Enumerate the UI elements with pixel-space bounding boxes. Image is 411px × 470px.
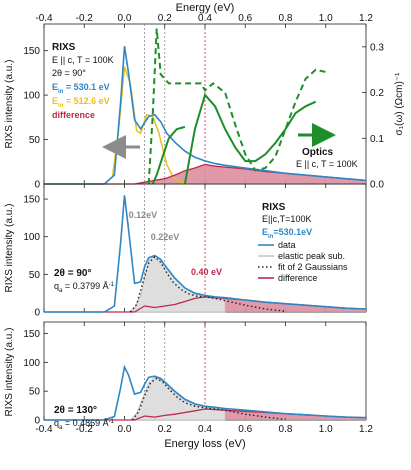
y-tick-label: 100 — [23, 232, 40, 243]
legend2-ein: Ein=530.1eV — [262, 227, 312, 240]
legend2-item-2: fit of 2 Gaussians — [278, 262, 348, 272]
angle-label: 2θ = 130° — [54, 405, 97, 416]
right-tick-label: 0.2 — [370, 88, 384, 99]
legend2-title: RIXS — [262, 202, 286, 213]
legend-ein2: Ein = 512.6 eV — [52, 96, 110, 109]
legend-title: RIXS — [52, 42, 76, 53]
optics-line: E || c, T = 100K — [296, 159, 358, 169]
annotation-022: 0.22eV — [151, 232, 180, 242]
y-tick-label: 100 — [23, 358, 40, 369]
legend2-item-3: difference — [278, 273, 317, 283]
data-line — [44, 46, 367, 185]
y-tick-label: 50 — [29, 135, 41, 146]
y-tick-label: 0 — [34, 180, 40, 191]
fit-line — [129, 256, 286, 313]
legend2-item-0: data — [278, 240, 296, 250]
right-tick-label: 0.0 — [370, 180, 384, 191]
top-tick-label: 1.0 — [319, 13, 333, 24]
difference-fill — [44, 164, 366, 184]
y-axis-label-bottom: RIXS intensity (a.u.) — [4, 328, 15, 417]
y-axis-label-middle: RIXS intensity (a.u.) — [4, 204, 15, 293]
top-tick-label: 0.0 — [118, 13, 132, 24]
q-label: qa = 0.3799 Å-1 — [54, 281, 115, 294]
panel-bottom: 0 50 100 150 2θ = 130° qa = 0.4869 Å-1-0.4 -0.… — [23, 321, 373, 450]
top-tick-label: -0.4 — [35, 13, 53, 24]
optics-dashed-line — [147, 28, 326, 185]
x-tick-label: 0.0 — [118, 424, 132, 435]
optics-title: Optics — [302, 147, 334, 158]
data-line — [44, 364, 367, 421]
x-tick-label: -0.4 — [35, 424, 53, 435]
x-tick-label: 1.2 — [359, 424, 373, 435]
annotation-012: 0.12eV — [129, 210, 158, 220]
legend-ein1: Ein = 530.1 eV — [52, 82, 110, 95]
right-tick-label: 0.3 — [370, 42, 384, 53]
optics-solid-line — [151, 125, 186, 185]
top-tick-label: 0.6 — [238, 13, 252, 24]
y-tick-label: 100 — [23, 91, 40, 102]
x-tick-label: 0.8 — [279, 424, 293, 435]
y-tick-label: 50 — [29, 270, 41, 281]
top-tick-label: 0.4 — [198, 13, 212, 24]
legend-line1: E || c, T = 100K — [52, 55, 114, 65]
x-tick-label: 0.2 — [158, 424, 172, 435]
top-axis-label: Energy (eV) — [176, 2, 235, 14]
top-tick-label: 0.2 — [158, 13, 172, 24]
panel-top: 0 50 100 150 0.0 0.1 0.2 0.3 Energy (eV) -0.4 -0.2… — [23, 2, 405, 191]
top-tick-label: 0.8 — [279, 13, 293, 24]
y-tick-label: 50 — [29, 387, 41, 398]
q-label: qa = 0.4869 Å-1 — [54, 418, 115, 431]
plot-root: 0 50 100 150 0.0 0.1 0.2 0.3 Energy (eV) -0.4 -0.2… — [4, 2, 405, 450]
y-tick-label: 150 — [23, 46, 40, 57]
y-tick-label: 150 — [23, 195, 40, 206]
top-tick-label: 1.2 — [359, 13, 373, 24]
legend-line2: 2θ = 90° — [52, 68, 86, 78]
x-tick-label: 0.6 — [238, 424, 252, 435]
y-tick-label: 0 — [34, 416, 40, 427]
y-tick-label: 150 — [23, 329, 40, 340]
x-tick-label: -0.2 — [76, 424, 94, 435]
x-axis-label: Energy loss (eV) — [164, 438, 245, 450]
right-tick-label: 0.1 — [370, 134, 384, 145]
y-tick-label: 0 — [34, 308, 40, 319]
x-tick-label: 0.4 — [198, 424, 212, 435]
legend2-item-1: elastic peak sub. — [278, 251, 345, 261]
top-tick-label: -0.2 — [76, 13, 94, 24]
y-axis-label-top: RIXS intensity (a.u.) — [4, 60, 15, 149]
x-tick-label: 1.0 — [319, 424, 333, 435]
legend-difference: difference — [52, 110, 95, 120]
angle-label: 2θ = 90° — [54, 268, 92, 279]
right-axis-label: σ₁(ω) (Ωcm)⁻¹ — [394, 72, 405, 136]
annotation-040: 0.40 eV — [191, 267, 222, 277]
data-line — [44, 195, 367, 313]
legend2-line1: E||c,T=100K — [262, 214, 311, 224]
